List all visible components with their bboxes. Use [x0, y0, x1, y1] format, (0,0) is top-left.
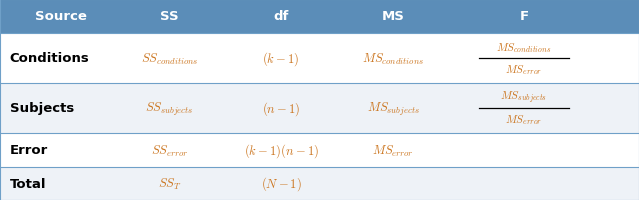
Text: $MS_{error}$: $MS_{error}$ — [372, 143, 414, 158]
Text: $(N-1)$: $(N-1)$ — [261, 175, 302, 192]
Text: $MS_{subjects}$: $MS_{subjects}$ — [500, 89, 548, 106]
Text: $MS_{error}$: $MS_{error}$ — [505, 63, 543, 77]
Text: $SS_{error}$: $SS_{error}$ — [151, 143, 188, 158]
Text: Subjects: Subjects — [10, 102, 74, 115]
Bar — [0, 34, 639, 84]
Bar — [0, 167, 639, 200]
Bar — [0, 0, 639, 34]
Text: $(n-1)$: $(n-1)$ — [262, 100, 300, 117]
Text: $SS_{conditions}$: $SS_{conditions}$ — [141, 51, 198, 66]
Text: $(k-1)(n-1)$: $(k-1)(n-1)$ — [243, 141, 319, 159]
Text: $SS_{T}$: $SS_{T}$ — [158, 176, 181, 191]
Text: Conditions: Conditions — [10, 52, 89, 65]
Text: $SS_{subjects}$: $SS_{subjects}$ — [145, 100, 194, 117]
Bar — [0, 84, 639, 133]
Text: SS: SS — [160, 10, 179, 23]
Text: Error: Error — [10, 144, 48, 157]
Text: $MS_{conditions}$: $MS_{conditions}$ — [497, 41, 551, 55]
Text: $MS_{conditions}$: $MS_{conditions}$ — [362, 51, 424, 66]
Bar — [0, 133, 639, 167]
Text: $(k-1)$: $(k-1)$ — [263, 50, 300, 68]
Text: Total: Total — [10, 177, 46, 190]
Text: $MS_{subjects}$: $MS_{subjects}$ — [367, 100, 419, 117]
Text: df: df — [273, 10, 289, 23]
Text: $MS_{error}$: $MS_{error}$ — [505, 112, 543, 126]
Text: F: F — [520, 10, 528, 23]
Text: MS: MS — [381, 10, 404, 23]
Text: Source: Source — [35, 10, 87, 23]
